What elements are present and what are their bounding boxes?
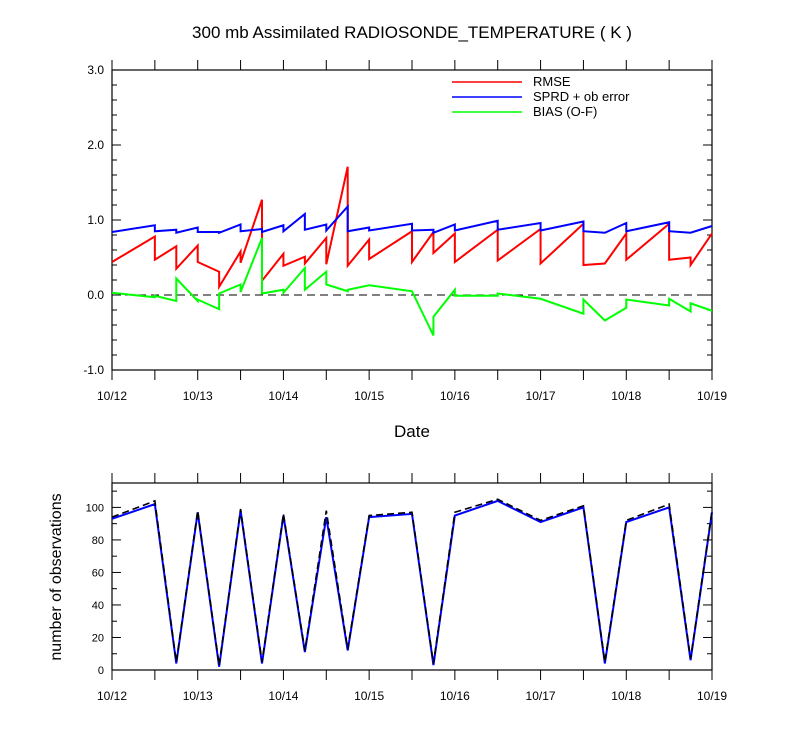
- x-tick-label: 10/14: [268, 689, 298, 703]
- x-tick-label: 10/19: [697, 389, 727, 403]
- plot-panel-1: -1.0 0.0 1.0 2.0 3.0 10/12 10/13 10/14 10/15 10/1…: [83, 60, 727, 403]
- legend-label: BIAS (O-F): [533, 104, 597, 119]
- x-tick-label: 10/17: [526, 689, 556, 703]
- x-tick-label: 10/14: [268, 389, 298, 403]
- legend-label: SPRD + ob error: [533, 89, 630, 104]
- plot-frame: [111, 69, 713, 371]
- series-line-rmse: [111, 166, 713, 291]
- x-tick-label: 10/16: [440, 389, 470, 403]
- plot-panel-2: 0 20 40 60 80 100 10/12 10/13 10/14 10/15 10/16 10/…: [86, 473, 727, 703]
- x-tick-label: 10/15: [354, 389, 384, 403]
- x-tick-label: 10/17: [526, 389, 556, 403]
- series-line-2: [111, 498, 713, 666]
- y-tick-label: 20: [92, 632, 104, 644]
- x-tick-label: 10/19: [697, 689, 727, 703]
- y-tick-label: 3.0: [87, 63, 104, 77]
- y-tick-label: -1.0: [83, 363, 104, 377]
- y-tick-label: 100: [86, 502, 104, 514]
- y-tick-label: 1.0: [87, 213, 104, 227]
- y-tick-label: 0.0: [87, 288, 104, 302]
- x-tick-label: 10/18: [611, 389, 641, 403]
- x-tick-label: 10/13: [183, 389, 213, 403]
- series-line-1: [111, 499, 713, 667]
- chart-title: 300 mb Assimilated RADIOSONDE_TEMPERATUR…: [192, 23, 632, 42]
- x-axis-label: Date: [394, 422, 430, 441]
- y-axis-label-bottom: number of observations: [48, 493, 65, 660]
- x-tick-label: 10/15: [354, 689, 384, 703]
- x-tick-label: 10/13: [183, 689, 213, 703]
- y-tick-label: 2.0: [87, 138, 104, 152]
- x-tick-label: 10/18: [611, 689, 641, 703]
- series-line-bias-o-f: [111, 237, 713, 336]
- y-tick-label: 40: [92, 600, 104, 612]
- x-tick-label: 10/16: [440, 689, 470, 703]
- legend-label: RMSE: [533, 74, 571, 89]
- y-tick-label: 80: [92, 535, 104, 547]
- plot-frame: [111, 482, 713, 671]
- series-line-sprd-ob-error: [111, 203, 713, 235]
- x-tick-label: 10/12: [97, 389, 127, 403]
- x-tick-label: 10/12: [97, 689, 127, 703]
- y-tick-label: 0: [98, 665, 104, 677]
- y-tick-label: 60: [92, 567, 104, 579]
